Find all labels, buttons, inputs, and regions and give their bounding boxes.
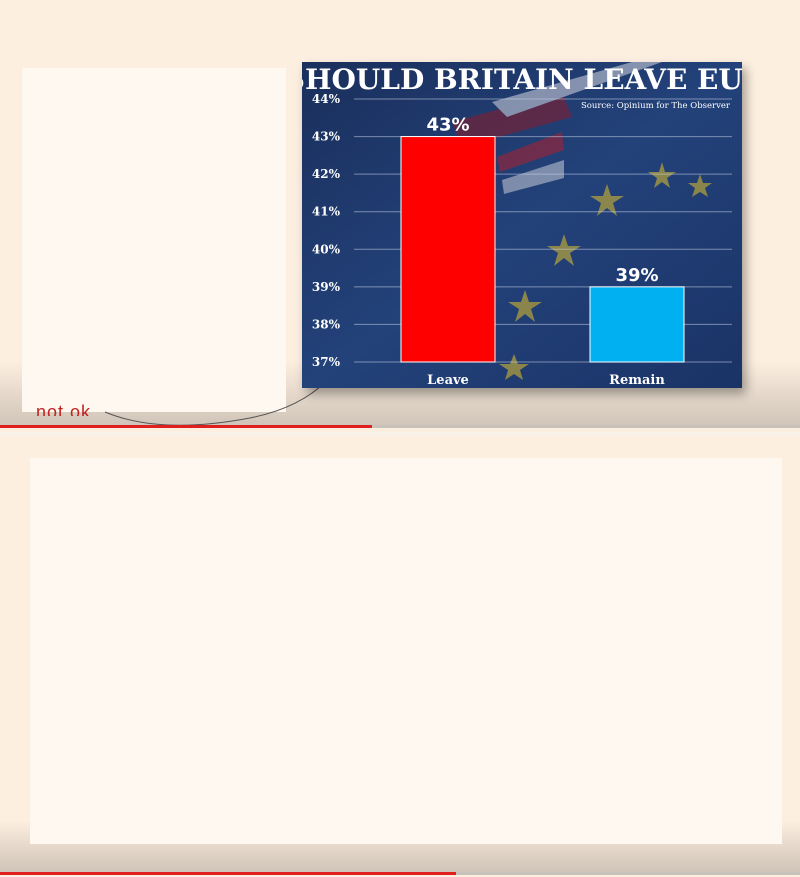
bars: 43% 39% bbox=[400, 115, 685, 363]
blank-panel-top bbox=[22, 68, 286, 412]
x-axis: Leave Remain bbox=[427, 373, 665, 388]
blank-panel-bottom bbox=[30, 458, 782, 844]
chart-svg: SHOULD BRITAIN LEAVE EU? Source: Opinium… bbox=[302, 62, 742, 388]
eu-stars-decoration bbox=[499, 162, 712, 380]
bar-value-label: 43% bbox=[426, 115, 469, 136]
bar-leave bbox=[400, 136, 496, 363]
union-flag-decoration bbox=[452, 62, 662, 194]
x-tick-label: Remain bbox=[609, 373, 665, 388]
y-tick-label: 41% bbox=[312, 205, 341, 219]
chart-title: SHOULD BRITAIN LEAVE EU? bbox=[302, 63, 742, 96]
y-tick-label: 37% bbox=[312, 355, 341, 369]
y-tick-label: 39% bbox=[312, 280, 341, 294]
chart-source: Source: Opinium for The Observer bbox=[581, 101, 731, 111]
bar-value-label: 39% bbox=[615, 265, 658, 286]
caption-text-peek: not ok bbox=[36, 402, 92, 416]
bottom-progress-bar[interactable] bbox=[0, 872, 800, 875]
bottom-progress-fill bbox=[0, 872, 456, 875]
top-progress-fill bbox=[0, 425, 372, 428]
y-tick-label: 40% bbox=[312, 242, 341, 256]
frame-divider bbox=[0, 432, 800, 436]
y-tick-label: 42% bbox=[312, 167, 341, 181]
y-tick-label: 43% bbox=[312, 130, 341, 144]
top-progress-bar[interactable] bbox=[0, 425, 800, 428]
y-tick-label: 44% bbox=[312, 92, 341, 106]
bar-remain bbox=[589, 286, 685, 363]
x-tick-label: Leave bbox=[427, 373, 469, 388]
y-tick-label: 38% bbox=[312, 317, 341, 331]
bar-chart: SHOULD BRITAIN LEAVE EU? Source: Opinium… bbox=[302, 62, 742, 388]
